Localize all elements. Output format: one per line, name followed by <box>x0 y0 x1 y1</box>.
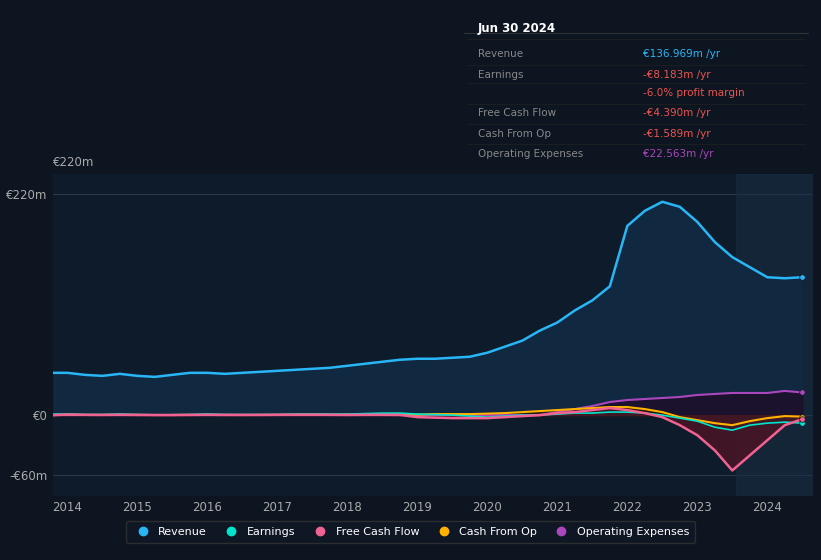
Legend: Revenue, Earnings, Free Cash Flow, Cash From Op, Operating Expenses: Revenue, Earnings, Free Cash Flow, Cash … <box>126 521 695 543</box>
Text: Jun 30 2024: Jun 30 2024 <box>478 22 556 35</box>
Text: -€8.183m /yr: -€8.183m /yr <box>643 71 711 81</box>
Text: -6.0% profit margin: -6.0% profit margin <box>643 88 745 98</box>
Text: Revenue: Revenue <box>478 49 523 59</box>
Text: -€4.390m /yr: -€4.390m /yr <box>643 108 711 118</box>
Text: €220m: €220m <box>53 156 94 169</box>
Text: Cash From Op: Cash From Op <box>478 128 551 138</box>
Text: Operating Expenses: Operating Expenses <box>478 149 583 159</box>
Text: €136.969m /yr: €136.969m /yr <box>643 49 720 59</box>
Bar <box>736 174 813 496</box>
Text: -€1.589m /yr: -€1.589m /yr <box>643 128 711 138</box>
Text: €22.563m /yr: €22.563m /yr <box>643 149 713 159</box>
Text: Free Cash Flow: Free Cash Flow <box>478 108 556 118</box>
Text: Earnings: Earnings <box>478 71 523 81</box>
